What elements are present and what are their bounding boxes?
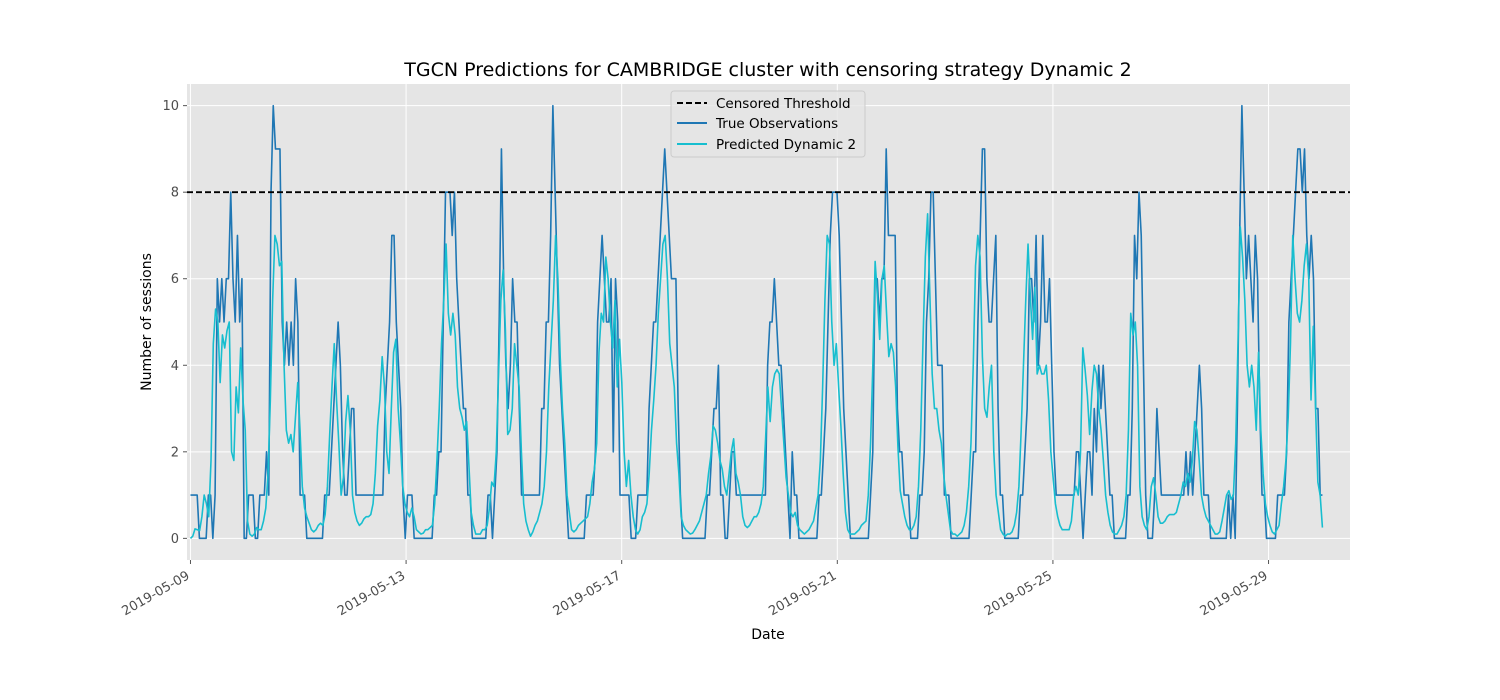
- legend: Censored Threshold True Observations Pre…: [670, 90, 866, 158]
- x-tick-label: 2019-05-17: [551, 568, 624, 619]
- x-tick-label: 2019-05-21: [766, 568, 839, 619]
- legend-box: [670, 90, 866, 158]
- y-axis-ticks: 0 2 4 6 8 10: [162, 99, 187, 547]
- y-tick-label: 8: [171, 186, 179, 201]
- series-predicted-dynamic-2: [189, 213, 1324, 539]
- x-tick-label: 2019-05-29: [1198, 568, 1271, 619]
- y-tick-label: 4: [171, 359, 179, 374]
- y-axis-label: Number of sessions: [139, 253, 155, 391]
- x-tick-label: 2019-05-25: [982, 568, 1055, 619]
- y-tick-label: 10: [162, 99, 179, 114]
- legend-label-predicted: Predicted Dynamic 2: [716, 137, 856, 153]
- plot-area: [187, 84, 1350, 560]
- series-layer: [187, 104, 1350, 540]
- chart-title: TGCN Predictions for CAMBRIDGE cluster w…: [403, 59, 1131, 81]
- y-tick-label: 6: [171, 272, 179, 287]
- legend-label-true: True Observations: [715, 116, 838, 132]
- x-tick-label: 2019-05-09: [120, 568, 193, 619]
- y-tick-label: 2: [171, 445, 179, 460]
- x-axis-ticks: 2019-05-09 2019-05-13 2019-05-17 2019-05-21…: [120, 560, 1271, 619]
- series-true-observations: [190, 104, 1323, 540]
- x-axis-label: Date: [751, 627, 784, 643]
- legend-label-censored: Censored Threshold: [716, 96, 851, 112]
- x-tick-label: 2019-05-13: [335, 568, 408, 619]
- y-tick-label: 0: [171, 532, 179, 547]
